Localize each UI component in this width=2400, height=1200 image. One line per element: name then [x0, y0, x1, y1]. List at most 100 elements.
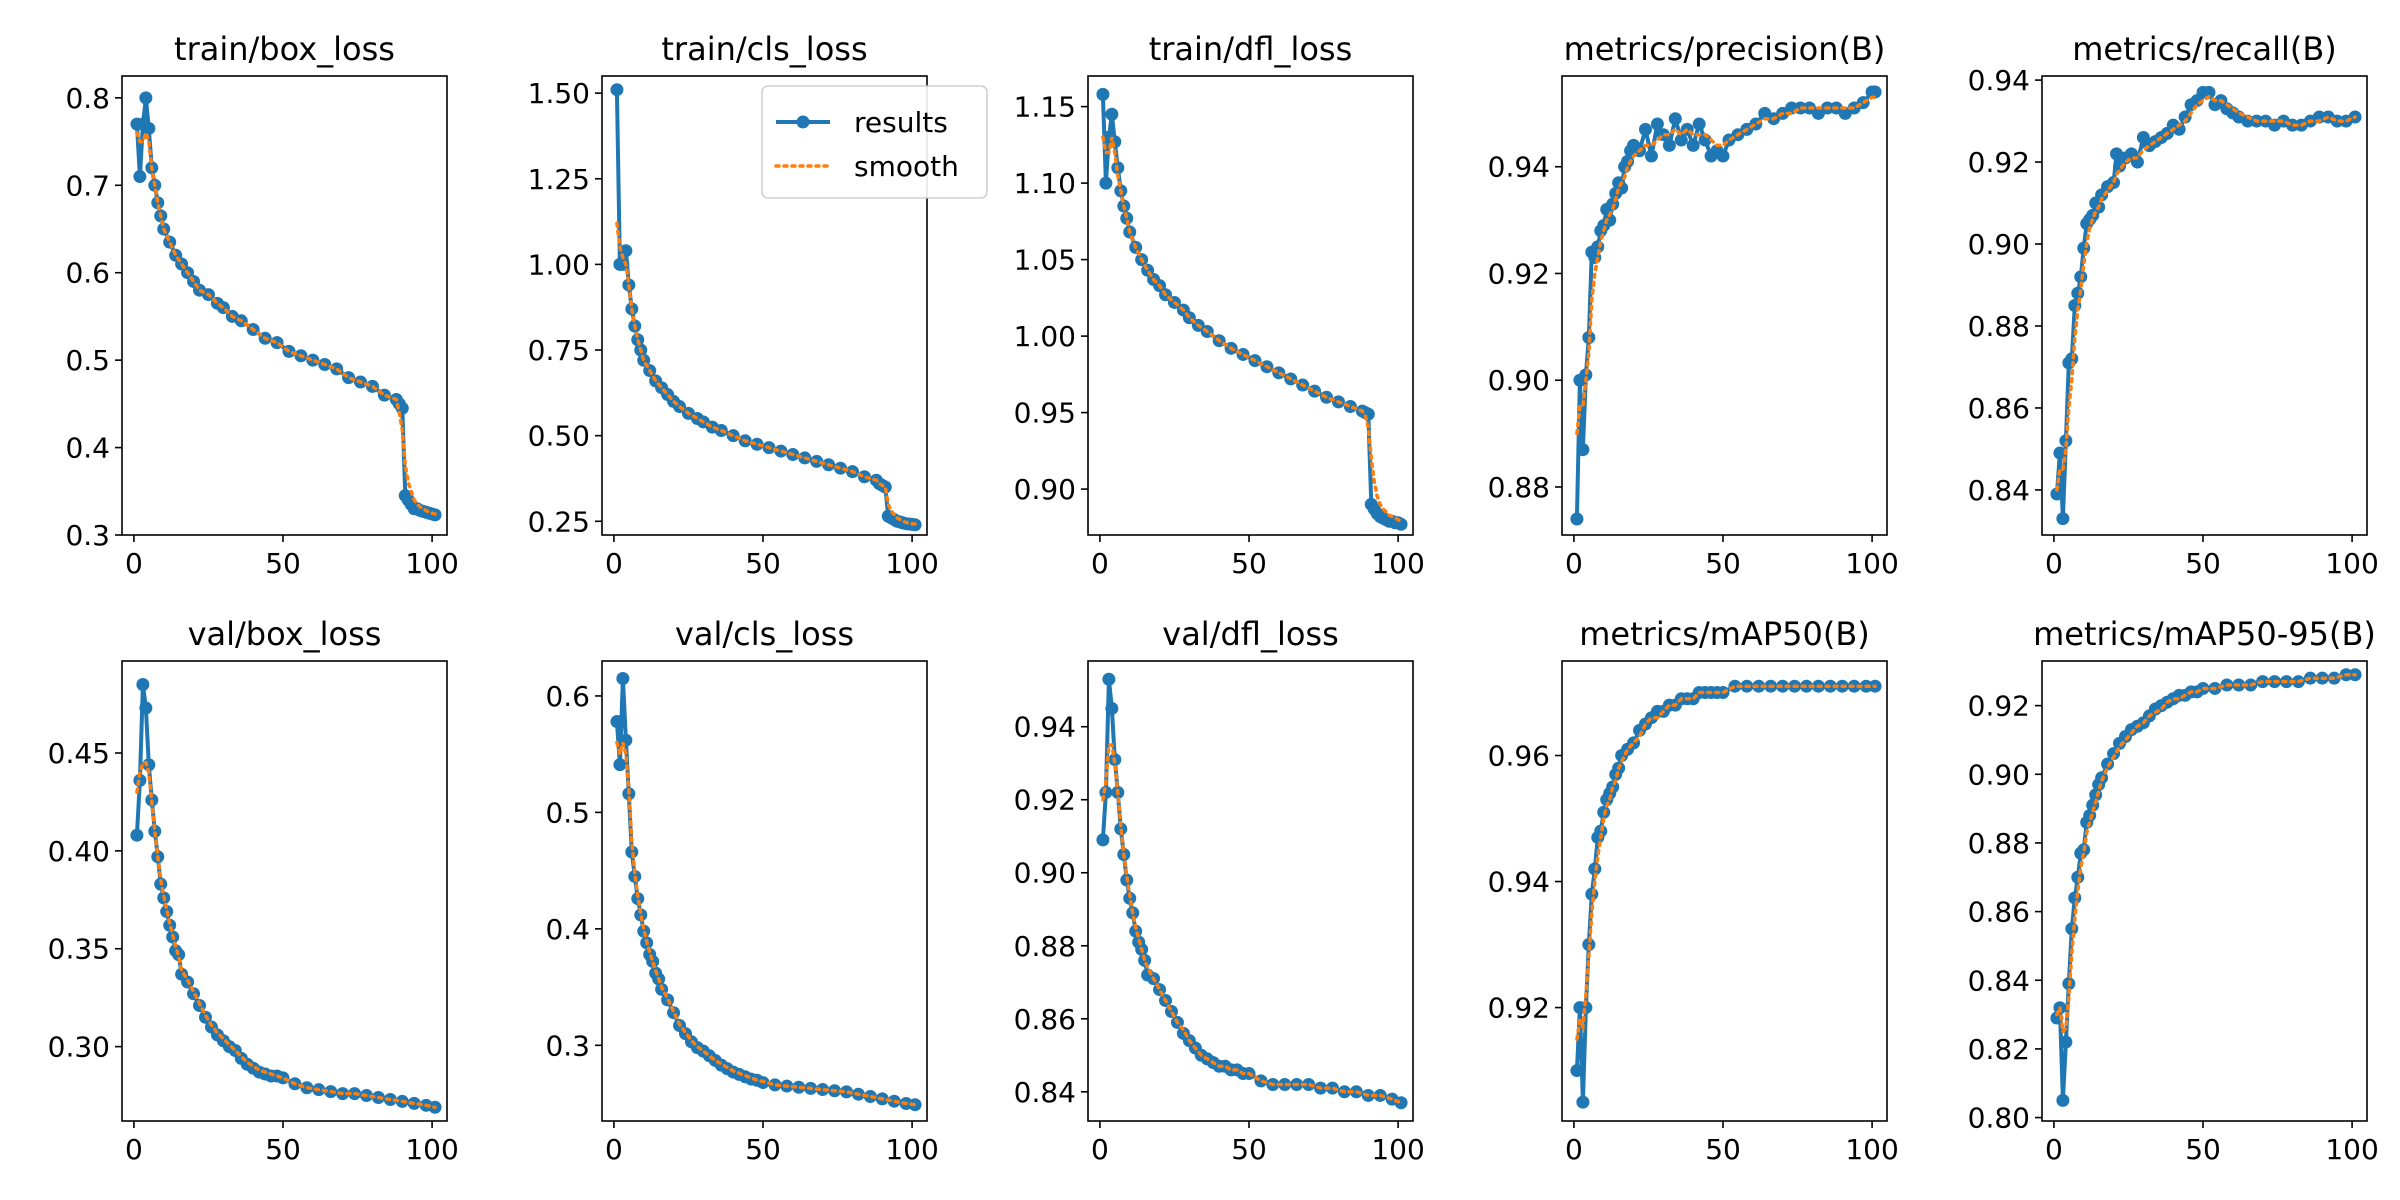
results-series-line [134, 95, 436, 517]
y-tick-label: 0.40 [48, 835, 110, 868]
legend-smooth-label: smooth [854, 150, 959, 183]
x-tick-label: 50 [745, 547, 781, 580]
results-point [133, 170, 147, 184]
results-point [1716, 149, 1730, 163]
y-tick-label: 0.84 [1014, 1076, 1076, 1109]
results-series-line [2054, 672, 2356, 1103]
y-tick-label: 0.8 [65, 82, 110, 115]
results-point [1096, 833, 1110, 847]
subplot-title: metrics/mAP50(B) [1579, 615, 1870, 653]
axes-frame [1561, 75, 1888, 536]
results-point [1099, 176, 1113, 190]
y-tick-label: 0.30 [48, 1031, 110, 1064]
subplot-val-cls-loss: val/cls_loss 0.3 0.4 0.5 0.6 0 50 100 [545, 615, 938, 1166]
y-tick-label: 0.94 [1968, 64, 2030, 97]
y-tick-label: 0.90 [1968, 758, 2030, 791]
subplot-val-box-loss: val/box_loss 0.30 0.35 0.40 0.45 0 50 100 [48, 615, 459, 1166]
y-tick-label: 0.94 [1488, 866, 1550, 899]
results-point [1686, 138, 1700, 152]
results-point [1343, 399, 1357, 413]
y-tick-label: 0.92 [1488, 992, 1550, 1025]
y-tick-label: 0.6 [65, 257, 110, 290]
y-tick-label: 1.50 [528, 77, 590, 110]
legend-results-label: results [854, 106, 948, 139]
results-point [619, 733, 633, 747]
results-point [1644, 149, 1658, 163]
results-point [1638, 122, 1652, 136]
subplot-metrics-map50-b: metrics/mAP50(B) 0.92 0.94 0.96 0 50 100 [1488, 615, 1899, 1166]
results-point [1692, 117, 1706, 131]
y-tick-label: 0.5 [545, 796, 590, 829]
y-tick-label: 0.86 [1968, 392, 2030, 425]
x-tick-label: 50 [2185, 1133, 2221, 1166]
smooth-series-line [1575, 684, 1877, 1041]
results-point [1579, 1001, 1593, 1015]
y-tick-label: 0.45 [48, 737, 110, 770]
results-series-line [2054, 90, 2356, 521]
x-tick-label: 0 [2045, 1133, 2063, 1166]
results-point [637, 924, 651, 938]
y-tick-label: 0.84 [1968, 964, 2030, 997]
x-tick-label: 50 [2185, 547, 2221, 580]
results-point [163, 918, 177, 932]
subplot-metrics-map50-95-b: metrics/mAP50-95(B) 0.80 0.82 0.84 0.86 0.88 0… [1968, 615, 2379, 1166]
x-tick-label: 0 [605, 547, 623, 580]
results-point [139, 701, 153, 715]
subplot-metrics-precision-b: metrics/precision(B) 0.88 0.90 0.92 0.94 0 50 1… [1488, 30, 1899, 580]
smooth-series-line [2055, 672, 2357, 1036]
results-point [1236, 347, 1250, 361]
smooth-series-line [135, 127, 437, 516]
results-point [1153, 983, 1167, 997]
x-tick-label: 100 [2325, 547, 2378, 580]
results-point [2056, 512, 2070, 526]
y-tick-label: 0.96 [1488, 740, 1550, 773]
results-point [610, 715, 624, 729]
results-point [2059, 1035, 2073, 1049]
x-tick-label: 100 [1845, 547, 1898, 580]
subplot-train-box-loss: train/box_loss 0.3 0.4 0.5 0.6 0.7 0.8 0 50 100 [65, 30, 458, 580]
subplot-title: val/box_loss [188, 615, 382, 653]
results-point [2202, 85, 2216, 99]
results-point [631, 892, 645, 906]
results-point [1361, 407, 1375, 421]
y-tick-label: 1.00 [1014, 320, 1076, 353]
y-tick-label: 0.90 [1014, 857, 1076, 890]
results-point [1579, 368, 1593, 382]
y-tick-label: 0.4 [545, 913, 590, 946]
smooth-series-line [2055, 94, 2357, 492]
y-tick-label: 0.75 [528, 334, 590, 367]
results-point [130, 828, 144, 842]
results-series-line [134, 682, 436, 1110]
y-tick-label: 1.25 [528, 163, 590, 196]
x-tick-label: 0 [1091, 1133, 1109, 1166]
results-point [2172, 122, 2186, 136]
results-point [1105, 701, 1119, 715]
legend-box [761, 85, 988, 199]
results-point [1650, 117, 1664, 131]
smooth-series-line [615, 221, 917, 526]
subplot-title: val/cls_loss [675, 615, 854, 653]
y-tick-label: 0.86 [1968, 896, 2030, 929]
results-series-line [1100, 677, 1402, 1105]
subplot-title: metrics/recall(B) [2072, 30, 2337, 68]
results-point [625, 845, 639, 859]
subplot-metrics-recall-b: metrics/recall(B) 0.84 0.86 0.88 0.90 0.92 0.9… [1968, 30, 2379, 580]
results-point [2071, 286, 2085, 300]
y-tick-label: 1.00 [528, 248, 590, 281]
results-point [1096, 87, 1110, 101]
x-tick-label: 0 [125, 547, 143, 580]
x-tick-label: 0 [2045, 547, 2063, 580]
results-point [2056, 1093, 2070, 1107]
y-tick-label: 0.92 [1488, 257, 1550, 290]
results-point [148, 824, 162, 838]
y-tick-label: 0.88 [1488, 471, 1550, 504]
y-tick-label: 0.94 [1488, 151, 1550, 184]
results-series-line [1100, 94, 1402, 527]
y-tick-label: 1.10 [1014, 167, 1076, 200]
y-tick-label: 0.35 [48, 933, 110, 966]
results-point [306, 353, 320, 367]
axes-frame [2041, 660, 2368, 1122]
subplot-title: val/dfl_loss [1162, 615, 1339, 653]
results-point [142, 121, 156, 135]
